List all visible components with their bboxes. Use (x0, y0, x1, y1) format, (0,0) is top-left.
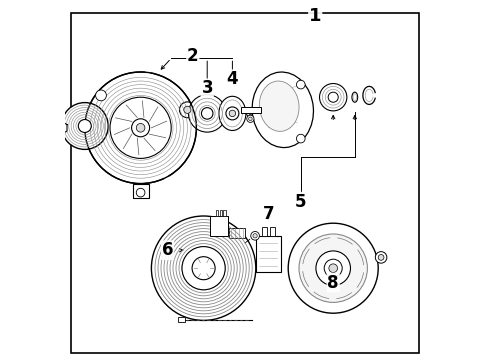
Bar (210, 216, 228, 236)
Circle shape (132, 119, 149, 137)
Text: 1: 1 (309, 7, 321, 25)
Text: 6: 6 (162, 241, 173, 259)
Text: 7: 7 (263, 205, 274, 223)
Bar (178, 317, 185, 322)
Ellipse shape (219, 96, 246, 130)
Bar (216, 210, 219, 216)
Circle shape (184, 106, 191, 113)
Circle shape (328, 92, 338, 102)
Circle shape (247, 115, 254, 122)
Circle shape (78, 120, 91, 132)
Circle shape (296, 134, 305, 143)
Bar (133, 184, 148, 198)
Circle shape (324, 259, 342, 277)
Bar (262, 227, 267, 236)
Circle shape (288, 223, 378, 313)
Circle shape (189, 95, 226, 132)
Text: 5: 5 (295, 193, 307, 211)
Circle shape (316, 251, 350, 285)
Circle shape (182, 247, 225, 290)
Circle shape (85, 72, 196, 184)
Circle shape (110, 97, 171, 158)
Circle shape (136, 188, 145, 197)
Ellipse shape (252, 72, 314, 148)
Circle shape (378, 255, 384, 260)
Circle shape (96, 90, 106, 101)
Circle shape (296, 80, 305, 89)
Circle shape (248, 117, 252, 121)
Polygon shape (56, 121, 67, 134)
Circle shape (299, 234, 368, 302)
Bar (242, 107, 261, 113)
Circle shape (248, 110, 252, 114)
Ellipse shape (352, 92, 358, 102)
Text: 4: 4 (226, 70, 238, 88)
Bar (223, 210, 225, 216)
Bar (220, 210, 222, 216)
Circle shape (192, 257, 215, 280)
Circle shape (226, 107, 239, 120)
Circle shape (151, 216, 256, 320)
Circle shape (329, 264, 338, 273)
Circle shape (251, 231, 259, 240)
Text: 2: 2 (187, 47, 198, 65)
Circle shape (229, 110, 236, 117)
Text: 3: 3 (201, 79, 213, 97)
Bar (270, 227, 275, 236)
Circle shape (179, 102, 196, 118)
Circle shape (61, 103, 108, 149)
Circle shape (319, 84, 347, 111)
Bar (256, 236, 281, 272)
Circle shape (58, 125, 64, 131)
Circle shape (253, 234, 257, 238)
Text: 8: 8 (327, 274, 339, 292)
Ellipse shape (259, 81, 299, 131)
Bar (229, 228, 245, 238)
Circle shape (136, 123, 145, 132)
Circle shape (201, 108, 213, 119)
Circle shape (375, 252, 387, 263)
Circle shape (246, 108, 255, 117)
